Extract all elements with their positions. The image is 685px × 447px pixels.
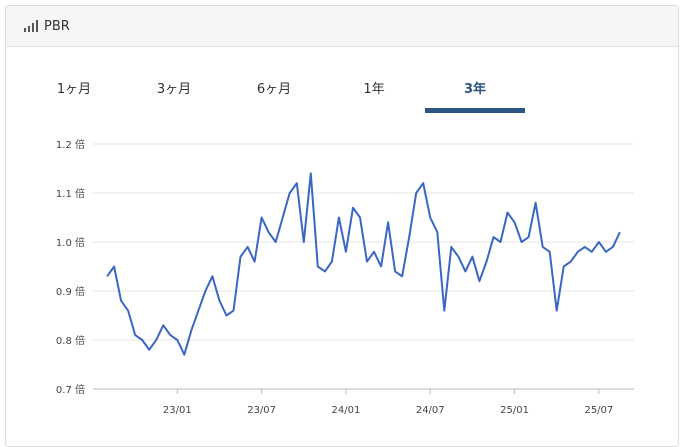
period-tabs: 1ヶ月 3ヶ月 6ヶ月 1年 3年 <box>6 66 678 116</box>
y-tick-label: 0.7 倍 <box>56 383 85 396</box>
pbr-card: PBR 1ヶ月 3ヶ月 6ヶ月 1年 3年 1.2 倍 1.1 倍 1.0 倍 0.9… <box>5 5 679 447</box>
tab-1-year[interactable]: 1年 <box>363 82 385 97</box>
y-tick-label: 1.0 倍 <box>56 236 85 249</box>
y-tick-label: 1.2 倍 <box>56 138 85 151</box>
pbr-series-line <box>106 172 621 356</box>
y-tick-label: 1.1 倍 <box>56 187 85 200</box>
tab-3-years[interactable]: 3年 <box>463 82 487 97</box>
x-tick-label: 23/07 <box>247 405 276 416</box>
card-header: PBR <box>6 6 678 47</box>
x-tick-label: 24/07 <box>416 405 445 416</box>
x-tick-label: 23/01 <box>163 405 192 416</box>
pbr-line-chart: 1.2 倍 1.1 倍 1.0 倍 0.9 倍 0.8 倍 0.7 倍 23/01 23/07… <box>56 138 634 416</box>
tab-6-months[interactable]: 6ヶ月 <box>256 82 292 97</box>
x-tick-label: 25/07 <box>584 405 613 416</box>
signal-bars-icon <box>24 20 38 32</box>
active-tab-indicator <box>425 108 525 113</box>
card-title: PBR <box>44 18 70 34</box>
x-tick-label: 24/01 <box>332 405 361 416</box>
tab-3-months[interactable]: 3ヶ月 <box>156 82 192 97</box>
y-tick-label: 0.8 倍 <box>56 334 85 347</box>
y-tick-label: 0.9 倍 <box>56 285 85 298</box>
x-tick-label: 25/01 <box>500 405 529 416</box>
tab-1-month[interactable]: 1ヶ月 <box>56 82 92 97</box>
